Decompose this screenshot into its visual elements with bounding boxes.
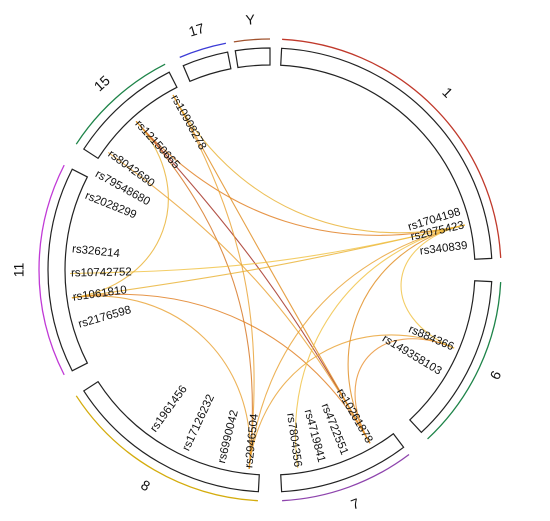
link-rs10261878-rs2075423 (347, 224, 465, 444)
link-rs10908278-rs2946504 (172, 94, 255, 469)
link-rs10908278-rs10261878 (172, 94, 371, 444)
link-rs10261878-rs884366 (354, 338, 455, 444)
snp-label: rs17126232 (180, 393, 217, 453)
link-rs12150665-rs2075423 (135, 121, 465, 236)
link-rs10742752-rs2075423 (70, 224, 465, 275)
snp-label: rs1061810 (72, 284, 128, 303)
chromosome-label-17: 17 (187, 20, 207, 40)
snp-label: rs1961456 (148, 384, 190, 435)
chromosome-segment-1 (280, 47, 493, 260)
snp-links (70, 94, 465, 469)
chromosome-arc-8 (75, 395, 258, 502)
chromosome-segments (47, 47, 493, 493)
snp-label: rs326214 (71, 243, 121, 260)
snp-labels: rs1704198rs2075423rs340839rs884366rs1493… (71, 93, 468, 468)
snp-label: rs2946504 (243, 413, 261, 469)
link-rs1061810-rs2075423 (71, 224, 465, 299)
snp-label: rs10908278 (168, 93, 208, 152)
link-rs8042680-rs10261878 (107, 151, 371, 444)
chromosome-arc-15 (75, 63, 166, 145)
chromosome-label-1: 1 (439, 84, 456, 101)
chromosome-label-y: Y (245, 11, 256, 28)
chromosome-segment-6 (408, 280, 493, 434)
link-rs884366-rs2075423 (400, 224, 465, 349)
link-rs7804356-rs2075423 (294, 224, 465, 469)
chromosome-arc-17 (179, 42, 227, 58)
chromosome-segment-y (234, 47, 271, 69)
chromosome-segment-7 (280, 432, 405, 493)
chromosome-label-8: 8 (138, 477, 153, 495)
snp-label: rs12150665 (132, 118, 182, 171)
link-rs12150665-rs10261878 (135, 121, 371, 444)
snp-label: rs2176598 (77, 304, 133, 331)
chromosome-segment-11 (47, 168, 89, 372)
chromosome-label-15: 15 (91, 72, 113, 94)
link-rs12150665-rs2946504 (135, 121, 253, 469)
link-rs2946504-rs884366 (248, 334, 455, 469)
chromosome-label-6: 6 (487, 368, 505, 382)
chromosome-segment-8 (82, 380, 260, 493)
chromosome-arc-7 (282, 453, 410, 502)
snp-label: rs7804356 (284, 412, 303, 468)
chromosome-label-7: 7 (349, 495, 362, 513)
snp-label: rs10742752 (71, 266, 132, 279)
link-rs1061810-rs10261878 (71, 293, 371, 444)
snp-label: rs340839 (419, 240, 468, 258)
link-rs12150665-rs1061810 (71, 121, 169, 299)
chromosome-color-arcs (38, 38, 502, 502)
link-rs10908278-rs2075423 (172, 94, 465, 234)
chromosome-arc-1 (282, 38, 502, 258)
link-rs1061810-rs2946504 (71, 295, 251, 469)
link-rs2946504-rs2075423 (248, 224, 465, 469)
chromosome-arc-6 (427, 282, 502, 440)
chromosome-segment-17 (182, 51, 232, 83)
chromosome-label-11: 11 (11, 263, 27, 278)
chromosome-segment-15 (82, 71, 178, 160)
snp-label: rs6990042 (216, 409, 241, 465)
chromosome-arc-11 (38, 164, 65, 376)
chromosome-arc-y (233, 38, 271, 43)
